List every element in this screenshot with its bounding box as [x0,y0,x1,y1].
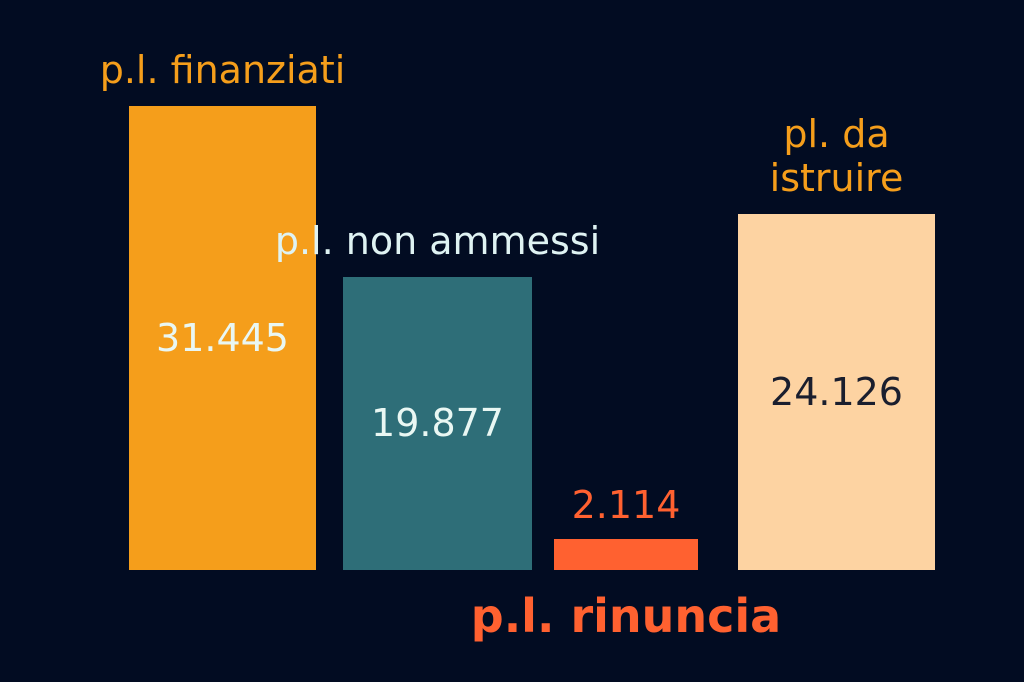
bar [738,213,935,570]
category-label: pl. da istruire [769,111,904,200]
category-label: p.l. non ammessi [274,218,601,263]
value-label: 24.126 [770,369,903,414]
category-label: p.l. finanziati [99,48,346,92]
value-label: 2.114 [571,482,681,527]
bar [554,538,698,570]
value-label: 31.445 [156,316,289,360]
bar [129,106,316,570]
category-label: p.l. rinuncia [470,589,782,643]
bar [343,276,532,570]
value-label: 19.877 [371,401,504,446]
